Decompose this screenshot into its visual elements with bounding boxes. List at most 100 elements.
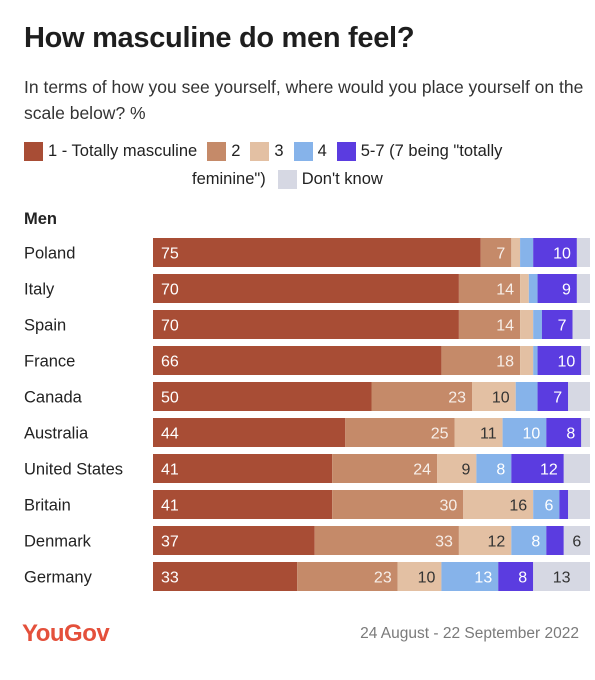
bar-spain-don-t-know (572, 310, 590, 339)
data-label-canada-2: 23 (448, 390, 466, 407)
bar-poland-1-totally-masculine (153, 238, 481, 267)
bar-britain-1-totally-masculine (153, 490, 333, 519)
category-label-spain: Spain (24, 317, 66, 335)
legend-swatch-1 (24, 142, 43, 161)
bar-united-states-4 (476, 454, 512, 483)
data-label-britain-3: 16 (509, 498, 527, 515)
data-label-canada-1-totally-masculine: 50 (161, 390, 179, 407)
legend-row-1: 1 - Totally masculine 2 3 4 5-7 (7 being… (24, 142, 502, 161)
bar-italy-don-t-know (576, 274, 590, 303)
data-label-denmark-don-t-know: 6 (572, 534, 581, 551)
bar-france-5-7-7-being-totally-feminine (537, 346, 582, 375)
legend-label-6: Don't know (301, 170, 383, 188)
bar-germany-don-t-know (533, 562, 590, 591)
data-label-italy-5-7-7-being-totally-feminine: 9 (562, 282, 571, 299)
bar-united-states-don-t-know (563, 454, 590, 483)
bar-spain-5-7-7-being-totally-feminine (541, 310, 573, 339)
data-label-france-1-totally-masculine: 66 (161, 354, 179, 371)
bar-canada-4 (515, 382, 538, 411)
legend-label-5: 5-7 (7 being "totally (360, 142, 503, 160)
data-label-canada-3: 10 (492, 390, 510, 407)
data-label-united-states-1-totally-masculine: 41 (161, 462, 179, 479)
legend-label-1: 1 - Totally masculine (48, 142, 198, 160)
data-label-germany-5-7-7-being-totally-feminine: 8 (518, 570, 527, 587)
legend-swatch-5 (336, 142, 356, 161)
bar-france-2 (441, 346, 521, 375)
category-label-britain: Britain (24, 497, 71, 515)
data-label-britain-4: 6 (545, 498, 554, 515)
bar-canada-5-7-7-being-totally-feminine (537, 382, 569, 411)
bar-united-states-5-7-7-being-totally-feminine (511, 454, 564, 483)
legend-swatch-6 (277, 170, 297, 189)
bar-poland-3 (511, 238, 521, 267)
bar-germany-3 (397, 562, 442, 591)
chart-subtitle: In terms of how you see yourself, where … (24, 77, 584, 123)
bar-denmark-3 (458, 526, 512, 555)
data-label-australia-4: 10 (523, 426, 541, 443)
data-label-denmark-2: 33 (435, 534, 453, 551)
bar-britain-don-t-know (568, 490, 590, 519)
data-label-united-states-5-7-7-being-totally-feminine: 12 (540, 462, 558, 479)
bar-germany-1-totally-masculine (153, 562, 298, 591)
bar-germany-4 (441, 562, 499, 591)
data-label-germany-1-totally-masculine: 33 (161, 570, 179, 587)
data-label-spain-5-7-7-being-totally-feminine: 7 (558, 318, 567, 335)
data-label-poland-2: 7 (496, 246, 505, 263)
data-label-united-states-3: 9 (461, 462, 470, 479)
bar-denmark-5-7-7-being-totally-feminine (546, 526, 564, 555)
bar-france-don-t-know (581, 346, 590, 375)
bar-australia-4 (502, 418, 547, 447)
data-label-france-5-7-7-being-totally-feminine: 10 (557, 354, 575, 371)
bar-denmark-1-totally-masculine (153, 526, 315, 555)
bar-italy-3 (520, 274, 529, 303)
yougov-logo: YouGov (22, 620, 110, 647)
data-label-britain-2: 30 (439, 498, 457, 515)
bar-united-states-3 (437, 454, 477, 483)
data-label-australia-2: 25 (431, 426, 449, 443)
bar-france-3 (520, 346, 534, 375)
data-label-britain-1-totally-masculine: 41 (161, 498, 179, 515)
bar-spain-1-totally-masculine (153, 310, 459, 339)
bar-britain-3 (463, 490, 534, 519)
bar-canada-1-totally-masculine (153, 382, 372, 411)
data-label-poland-5-7-7-being-totally-feminine: 10 (553, 246, 571, 263)
legend-swatch-2 (207, 142, 227, 161)
category-label-denmark: Denmark (24, 533, 92, 551)
category-label-france: France (24, 353, 75, 371)
bar-united-states-1-totally-masculine (153, 454, 333, 483)
data-label-poland-1-totally-masculine: 75 (161, 246, 179, 263)
bar-britain-2 (332, 490, 464, 519)
bar-france-4 (533, 346, 538, 375)
bar-france-1-totally-masculine (153, 346, 442, 375)
legend-label-4: 4 (317, 142, 327, 160)
data-label-france-2: 18 (496, 354, 514, 371)
data-label-denmark-4: 8 (531, 534, 540, 551)
data-label-united-states-4: 8 (496, 462, 505, 479)
bar-denmark-4 (511, 526, 547, 555)
bar-poland-2 (480, 238, 512, 267)
data-label-denmark-3: 12 (488, 534, 506, 551)
bar-britain-4 (533, 490, 560, 519)
data-label-spain-2: 14 (496, 318, 514, 335)
bar-denmark-2 (314, 526, 459, 555)
data-label-spain-1-totally-masculine: 70 (161, 318, 179, 335)
bar-australia-2 (345, 418, 455, 447)
bar-australia-don-t-know (581, 418, 590, 447)
bar-spain-4 (533, 310, 542, 339)
category-label-united-states: United States (24, 461, 123, 479)
bar-poland-5-7-7-being-totally-feminine (533, 238, 577, 267)
bar-australia-3 (454, 418, 503, 447)
bar-spain-2 (458, 310, 521, 339)
bar-canada-don-t-know (568, 382, 590, 411)
bar-poland-4 (520, 238, 534, 267)
category-label-germany: Germany (24, 569, 93, 587)
legend-label-5-cont: feminine") (192, 170, 266, 188)
category-label-poland: Poland (24, 245, 75, 263)
bar-germany-5-7-7-being-totally-feminine (498, 562, 534, 591)
bar-australia-1-totally-masculine (153, 418, 346, 447)
chart-title: How masculine do men feel? (24, 22, 415, 54)
survey-date: 24 August - 22 September 2022 (360, 625, 579, 642)
section-label: Men (24, 210, 57, 228)
category-label-australia: Australia (24, 425, 89, 443)
